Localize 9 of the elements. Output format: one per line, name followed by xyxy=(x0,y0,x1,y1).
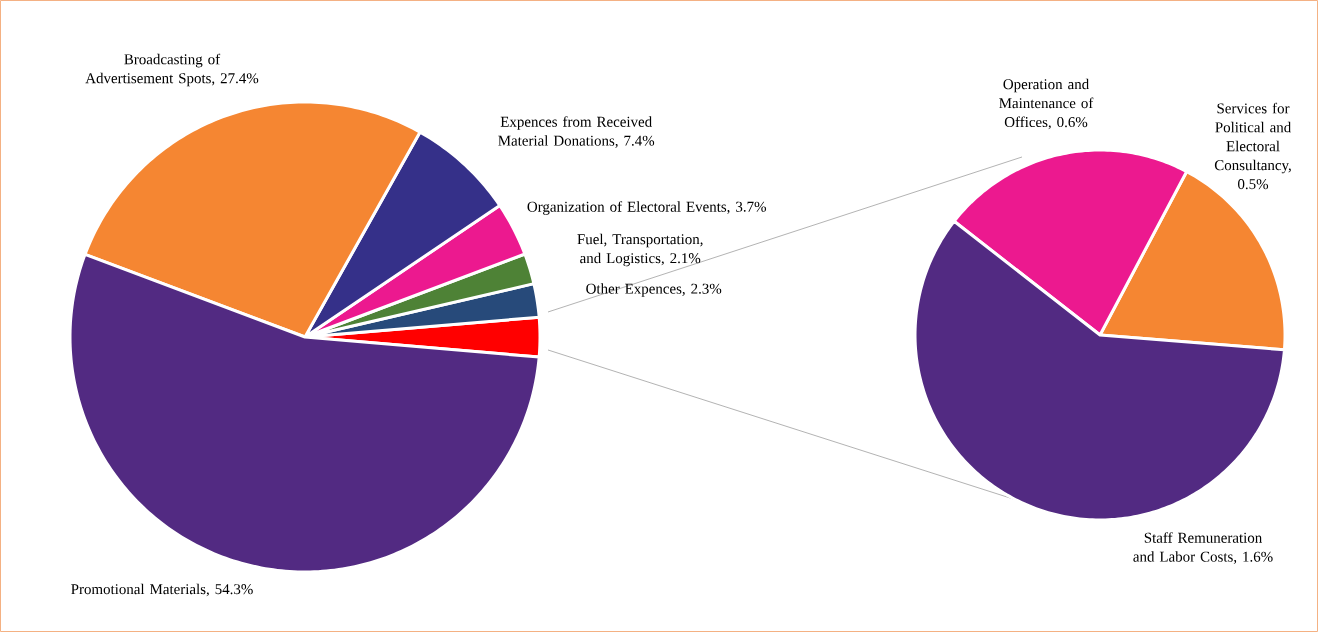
slice-label: Staff Remuneration and Labor Costs, 1.6% xyxy=(1133,532,1273,564)
slice-label: Promotional Materials, 54.3% xyxy=(71,583,253,597)
slice-label: Other Expences, 2.3% xyxy=(586,283,722,297)
slice-label: Services for Political and Electoral Consultancy, 0.5% xyxy=(1214,102,1292,190)
slice-label: Operation and Maintenance of Offices, 0.6% xyxy=(999,78,1094,130)
slice-label: Organization of Electoral Events, 3.7% xyxy=(527,201,767,215)
slice-label: Fuel, Transportation, and Logistics, 2.1% xyxy=(577,233,703,267)
slice-label: Broadcasting of Advertisement Spots, 27.4% xyxy=(85,53,259,87)
slice-label: Expences from Received Material Donations, 7.4% xyxy=(498,116,655,148)
